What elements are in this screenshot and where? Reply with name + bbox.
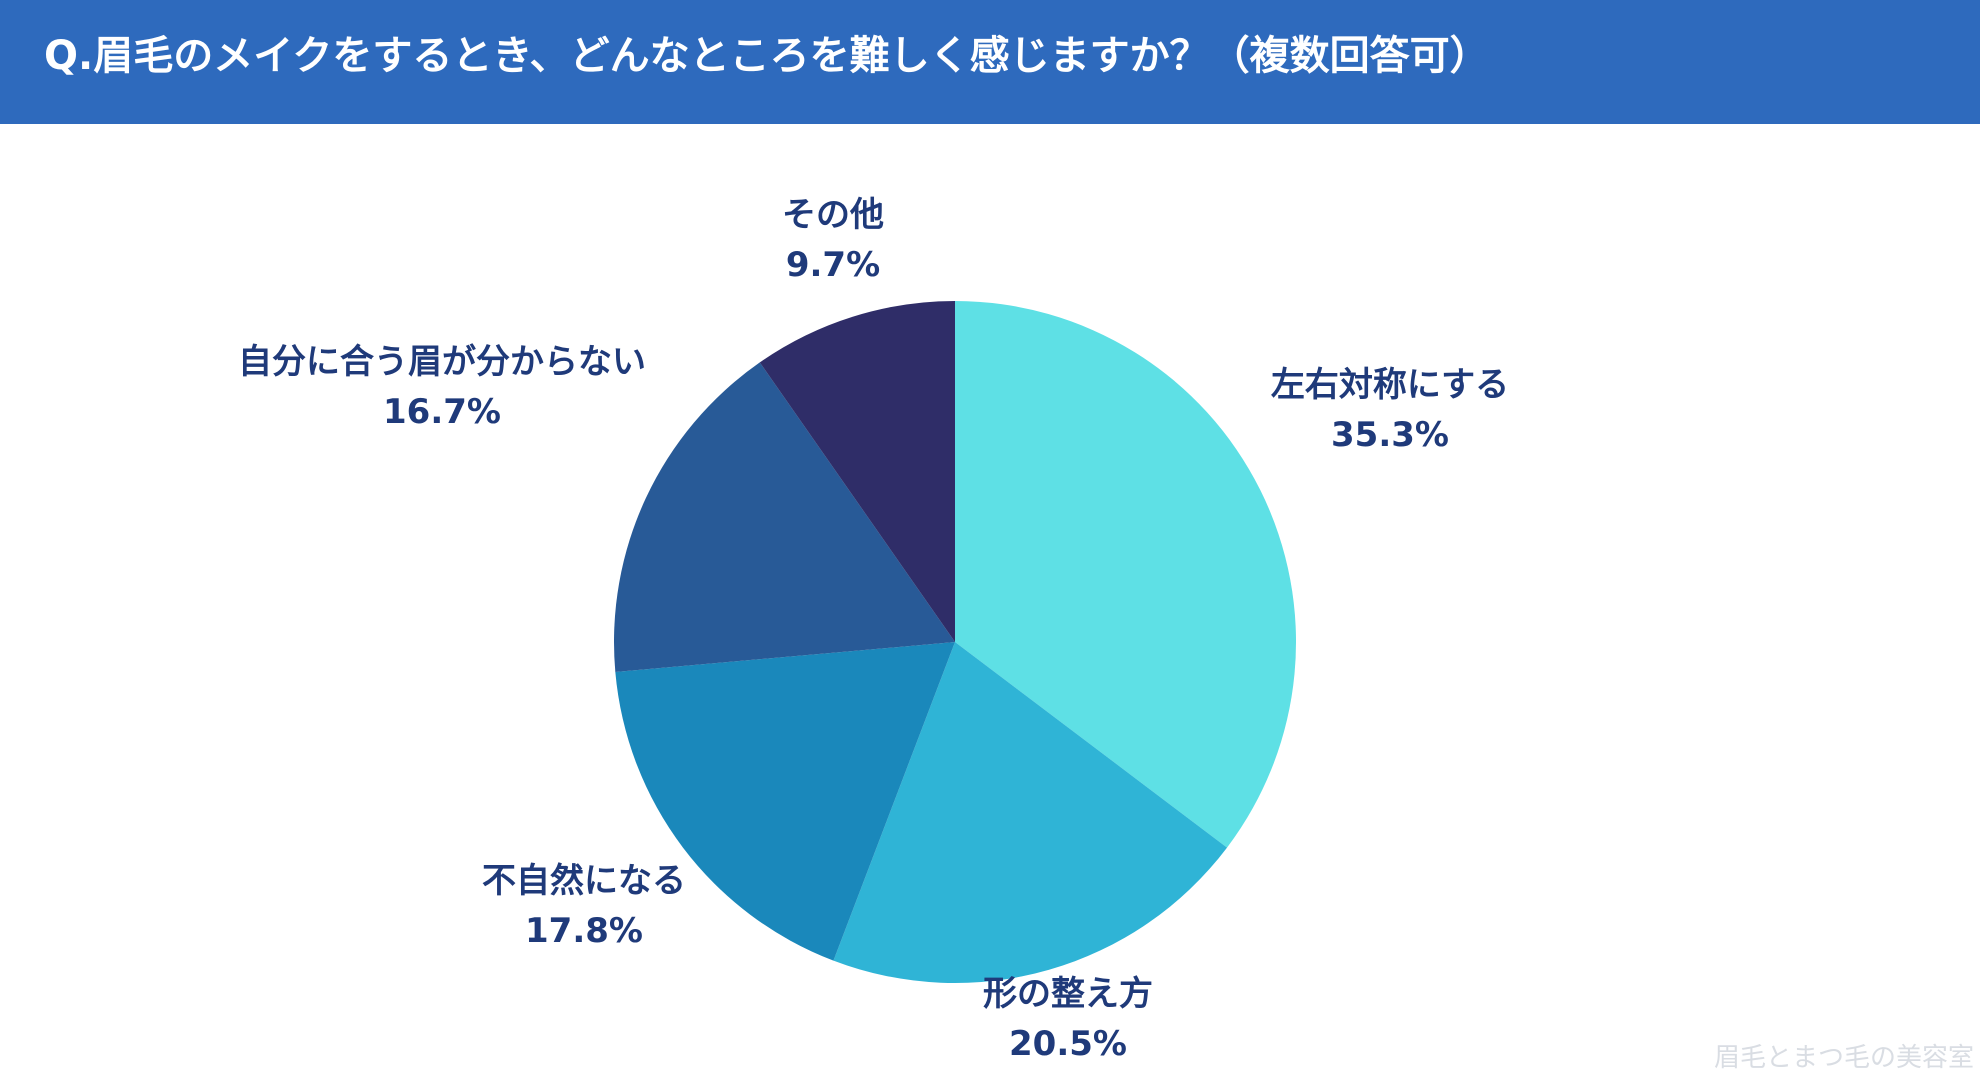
pie-slice [614,362,955,672]
pie-slice [833,642,1228,984]
page-title: Q.眉毛のメイクをするとき、どんなところを難しく感じますか？（複数回答可） [44,33,1490,79]
slice-value-label: 35.3% [1331,415,1449,455]
slice-value-label: 17.8% [525,911,643,951]
watermark: 眉毛とまつ毛の美容室 [1713,1043,1974,1073]
slice-label: 形の整え方 [983,974,1153,1014]
slice-value-label: 9.7% [786,245,880,285]
header-bar: Q.眉毛のメイクをするとき、どんなところを難しく感じますか？（複数回答可） [0,0,1980,124]
slice-label: 左右対称にする [1271,365,1509,405]
slice-value-label: 16.7% [383,392,501,432]
slice-label: 不自然になる [482,861,686,901]
slice-label: その他 [782,195,884,235]
slice-value-label: 20.5% [1009,1024,1127,1064]
pie-slice [759,301,955,642]
pie-slice [955,301,1297,848]
slice-label: 自分に合う眉が分からない [238,342,646,382]
pie-slice [615,642,955,961]
